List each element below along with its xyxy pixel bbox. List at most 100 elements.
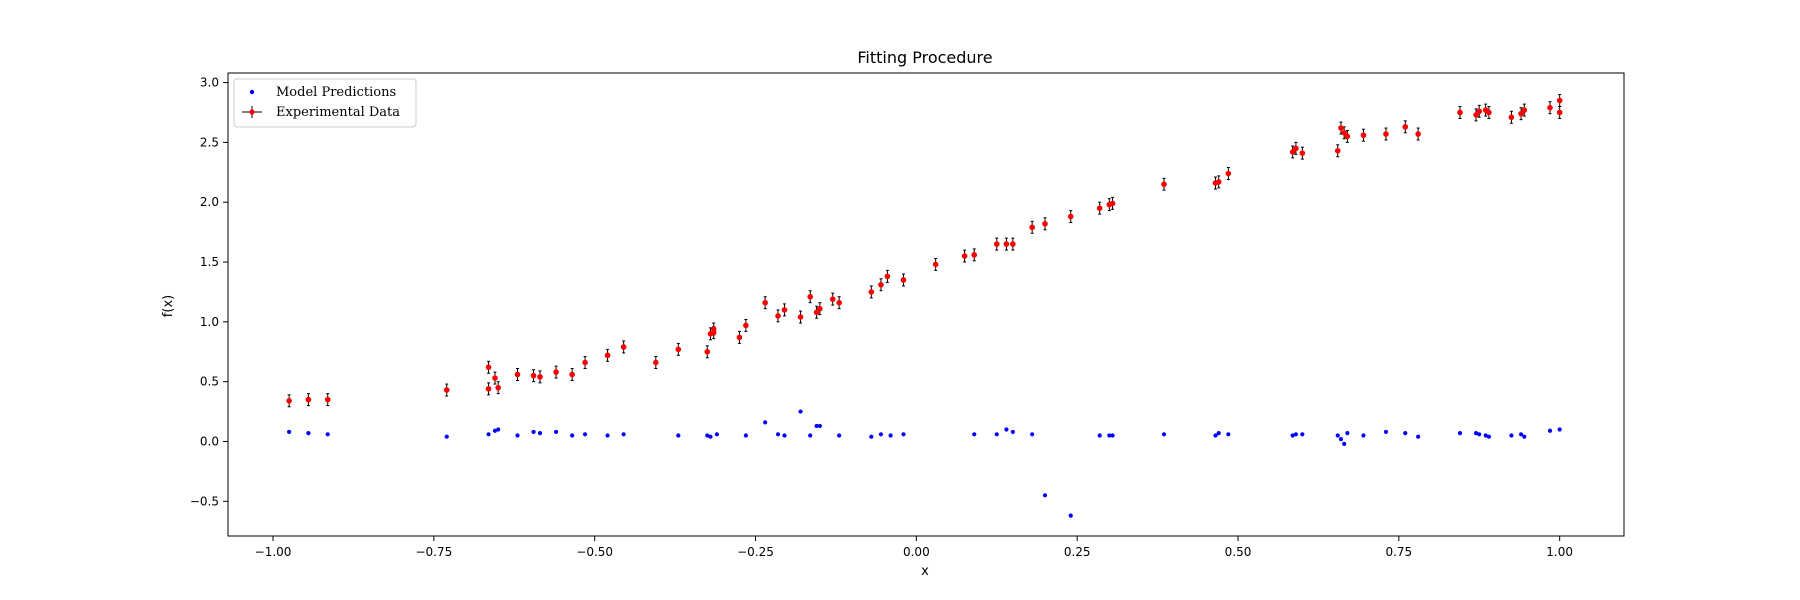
experimental-data-point [553,369,559,375]
experimental-data-point [1476,108,1483,115]
experimental-data-point [781,307,788,313]
x-tick-label: 0.75 [1385,545,1412,559]
experimental-data-point [807,293,814,300]
experimental-data-point [1334,147,1341,154]
experimental-data-point [736,334,743,341]
experimental-data-point [1109,200,1116,207]
legend-box [233,78,417,128]
experimental-data-point [1518,110,1524,117]
experimental-data-point [1415,131,1421,137]
x-tick-label: −0.75 [415,545,452,559]
model-prediction-point [444,434,449,439]
experimental-data-point [1029,224,1035,231]
model-prediction-point [553,429,559,435]
y-tick-label: 1.0 [200,315,219,329]
experimental-data-point [710,326,717,332]
model-prediction-point [1342,441,1347,446]
model-prediction-point [325,432,330,437]
y-tick-label: 0.0 [200,434,219,448]
model-prediction-point [775,432,781,437]
model-prediction-point [1473,431,1479,436]
model-prediction-point [743,433,748,438]
experimental-data-point [813,309,820,316]
model-prediction-point [306,431,311,436]
model-prediction-point [714,432,720,437]
experimental-data-point [1508,114,1515,121]
model-prediction-point [1486,434,1492,439]
experimental-data-point [961,253,968,259]
experimental-data-point [1293,145,1299,152]
y-tick-label: 0.5 [200,375,219,389]
y-tick-label: 1.5 [200,255,219,269]
experimental-data-point [492,375,498,381]
model-prediction-point [972,432,977,437]
model-prediction-point [1110,433,1115,438]
model-prediction-point [763,420,768,425]
experimental-data-point [1473,112,1479,118]
model-prediction-point [621,432,626,437]
experimental-data-point [1010,241,1016,247]
model-prediction-point [782,433,787,438]
model-prediction-point [1161,432,1167,437]
experimental-data-point [775,313,781,319]
experimental-data-point [305,396,312,403]
model-prediction-point [1042,493,1048,498]
y-axis-ticks: −0.5 0.0 0.5 1.0 1.5 2.0 2.5 3.0 [190,76,228,508]
model-prediction-point [531,429,536,435]
model-prediction-point [1004,427,1009,432]
model-prediction-point [1335,433,1340,438]
model-prediction-point [705,433,710,438]
model-prediction-point [287,429,292,435]
experimental-data-point [1457,109,1463,116]
experimental-data-point [324,396,331,403]
model-prediction-point [878,432,884,437]
model-predictions-points [287,409,1562,518]
experimental-data-point [1225,170,1232,177]
model-prediction-point [1509,433,1514,438]
experimental-data-point [1486,109,1492,116]
model-prediction-point [1477,432,1482,437]
model-prediction-point [676,433,681,438]
model-prediction-point [1097,433,1102,438]
experimental-data-point [675,346,682,353]
experimental-data-point [829,296,836,302]
experimental-data-point [569,371,575,378]
model-prediction-point [1383,429,1389,435]
model-prediction-point [1293,432,1299,437]
x-tick-label: 0.00 [903,545,930,559]
legend-item-model-predictions: Model Predictions [249,85,396,100]
x-tick-label: −1.00 [255,545,292,559]
experimental-data-point [1344,133,1351,140]
experimental-data-errorbars [287,94,1562,408]
x-tick-label: −0.25 [737,545,774,559]
model-prediction-point [605,433,610,438]
model-prediction-point [1361,433,1366,438]
model-prediction-point [1213,433,1218,438]
experimental-data-point [993,241,1000,247]
experimental-data-point [1067,213,1074,220]
experimental-data-point [1383,131,1389,137]
legend: Model Predictions Experimental Data [233,78,417,128]
experimental-data-point [443,387,450,393]
experimental-data-point [1402,124,1409,130]
experimental-data-point [286,398,292,404]
experimental-data-point [1289,149,1296,155]
experimental-data-point [530,372,537,379]
model-prediction-point [814,423,819,429]
x-axis-ticks: −1.00 −0.75 −0.50 −0.25 0.00 0.25 0.50 0.75 1.00 [255,536,1573,559]
x-tick-label: 0.50 [1225,545,1252,559]
model-prediction-point [486,432,491,437]
model-prediction-point [515,433,520,438]
experimental-data-point [884,273,891,280]
experimental-data-point [514,371,521,378]
model-prediction-point [708,434,713,439]
model-prediction-point [817,423,822,429]
model-prediction-point [492,428,498,433]
experimental-data-point [1556,97,1563,104]
model-prediction-point [1483,433,1488,438]
experimental-data-point [604,352,611,359]
model-prediction-point [837,433,842,438]
model-prediction-point [1457,431,1463,436]
model-prediction-point [1522,434,1527,439]
